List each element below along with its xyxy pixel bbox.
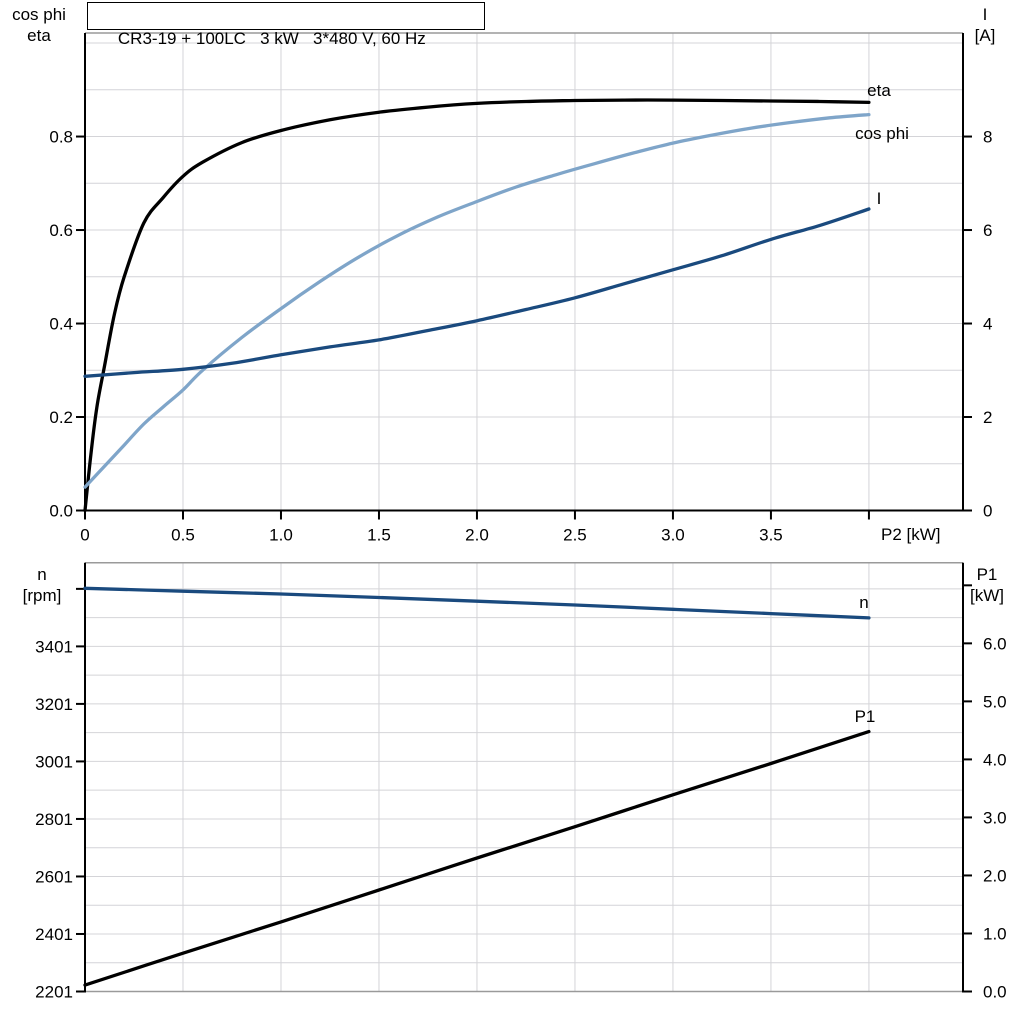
curve-n [83,586,871,620]
left-tick-label: 2601 [35,867,73,886]
left-tick-label: 2201 [35,983,73,1002]
right-tick-label: 2 [983,408,992,427]
power-axis-title-line2: [kW] [970,586,1004,605]
left-tick-label: 0.6 [49,221,73,240]
x-tick-label: 0 [80,526,89,545]
right-tick-label: 1.0 [983,924,1007,943]
left-tick-label: 3401 [35,637,73,656]
left-tick-label: 2401 [35,925,73,944]
left-tick-label: 0.8 [49,128,73,147]
speed-axis-title-line2: [rpm] [22,586,62,605]
x-tick-label: 2.0 [465,526,489,545]
right-tick-label: 5.0 [983,692,1007,711]
top-chart-left-axis-title: cos phi eta [0,4,78,46]
right-tick-label: 0 [983,502,992,521]
chart-title: CR3-19 + 100LC 3 kW 3*480 V, 60 Hz [117,29,426,48]
x-tick-label: 3.0 [661,526,685,545]
x-tick-label: 2.5 [563,526,587,545]
x-tick-label: 0.5 [171,526,195,545]
left-tick-label: 0.0 [49,502,73,521]
right-tick-label: 4.0 [983,750,1007,769]
bottom-chart-left-axis-title: n [rpm] [2,564,82,606]
curve-eta [83,98,871,513]
x-tick-label: 1.0 [269,526,293,545]
right-axis-title-line2: [A] [974,26,996,45]
curve-label-cos-phi: cos phi [855,124,909,143]
curve-label-n: n [859,593,868,612]
curve-label-eta: eta [867,81,891,100]
x-tick-label: 1.5 [367,526,391,545]
right-tick-label: 8 [983,128,992,147]
power-axis-title-line1: P1 [976,565,998,584]
speed-axis-title-line1: n [37,565,47,584]
left-tick-label: 2801 [35,810,73,829]
curve-cos-phi [83,112,871,489]
curve-I [83,207,871,378]
left-tick-label: 3201 [35,695,73,714]
left-axis-title-line2: eta [27,26,51,45]
left-tick-label: 0.2 [49,408,73,427]
bottom-chart-right-axis-title: P1 [kW] [952,564,1022,606]
right-tick-label: 4 [983,315,992,334]
right-tick-label: 6.0 [983,634,1007,653]
left-axis-title-line1: cos phi [12,5,66,24]
right-tick-label: 6 [983,221,992,240]
x-axis-title: P2 [kW] [881,525,941,544]
curve-label-I: I [877,189,882,208]
top-chart-right-axis-title: I [A] [956,4,1014,46]
right-axis-title-line1: I [982,5,988,24]
left-tick-label: 0.4 [49,315,73,334]
right-tick-label: 3.0 [983,808,1007,827]
chart-title-box: CR3-19 + 100LC 3 kW 3*480 V, 60 Hz [87,2,485,48]
left-tick-label: 3001 [35,752,73,771]
curve-label-P1: P1 [855,707,876,726]
x-tick-label: 3.5 [759,526,783,545]
curve-P1 [83,729,871,987]
right-tick-label: 2.0 [983,866,1007,885]
right-tick-label: 0.0 [983,983,1007,1002]
